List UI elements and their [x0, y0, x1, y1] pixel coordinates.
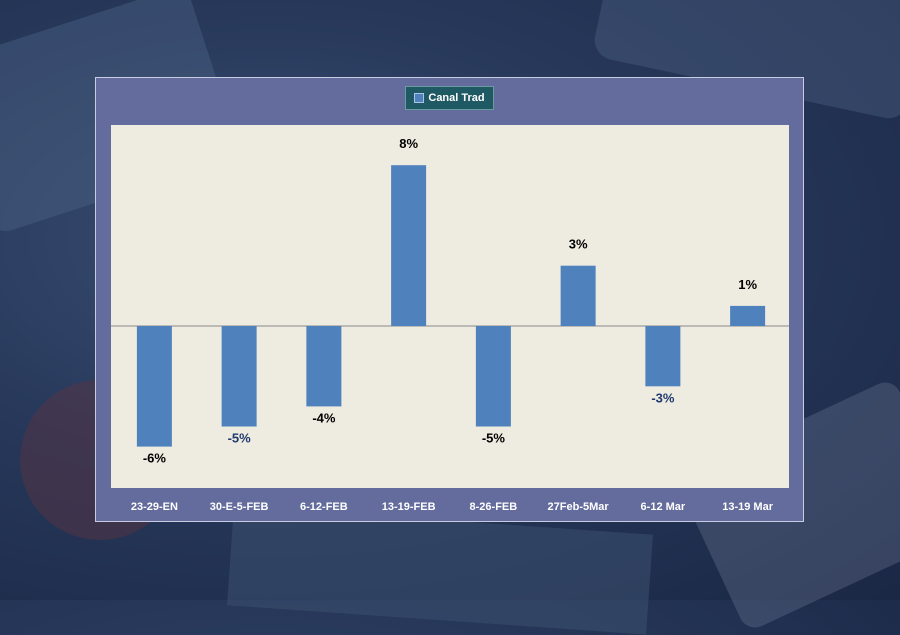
legend-label: Canal Trad — [428, 92, 485, 104]
data-label: -4% — [312, 410, 336, 425]
x-tick-label: 8-26-FEB — [470, 501, 518, 513]
x-tick-label: 6-12-FEB — [300, 501, 348, 513]
x-tick-label: 30-E-5-FEB — [210, 501, 269, 513]
x-tick-label: 13-19-FEB — [382, 501, 436, 513]
data-label: 3% — [569, 237, 588, 252]
data-label: -3% — [651, 390, 675, 405]
bar — [136, 326, 172, 447]
bar — [560, 265, 596, 326]
x-tick-label: 13-19 Mar — [722, 501, 773, 513]
data-label: -5% — [482, 431, 506, 446]
x-tick-label: 23-29-EN — [131, 501, 178, 513]
bar — [306, 326, 342, 407]
data-label: 1% — [738, 277, 757, 292]
bar — [391, 165, 427, 326]
x-tick-label: 6-12 Mar — [641, 501, 686, 513]
bar — [475, 326, 511, 427]
bar — [730, 305, 766, 326]
data-label: -5% — [228, 431, 252, 446]
x-tick-label: 27Feb-5Mar — [548, 501, 610, 513]
data-label: 8% — [399, 136, 418, 151]
legend-swatch — [414, 93, 425, 103]
bar-chart: -6% 23-29-EN -5% 30-E-5-FEB -4% 6-12-FEB 8% 13-… — [111, 125, 789, 513]
bar — [221, 326, 257, 427]
data-label: -6% — [143, 451, 167, 466]
bar — [645, 326, 681, 387]
plot-area — [111, 125, 789, 488]
chart-legend: Canal Trad — [405, 86, 494, 110]
